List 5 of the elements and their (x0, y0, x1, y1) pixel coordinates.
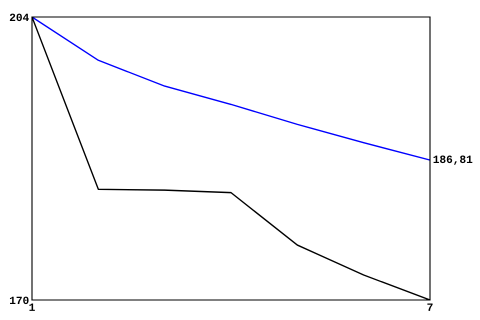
x-tick-label: 1 (29, 304, 35, 311)
annotation: 186,81 (434, 156, 472, 165)
y-tick-label: 170 (10, 296, 29, 304)
y-tick-label: 204 (10, 14, 29, 22)
x-tick-label: 7 (427, 304, 433, 311)
